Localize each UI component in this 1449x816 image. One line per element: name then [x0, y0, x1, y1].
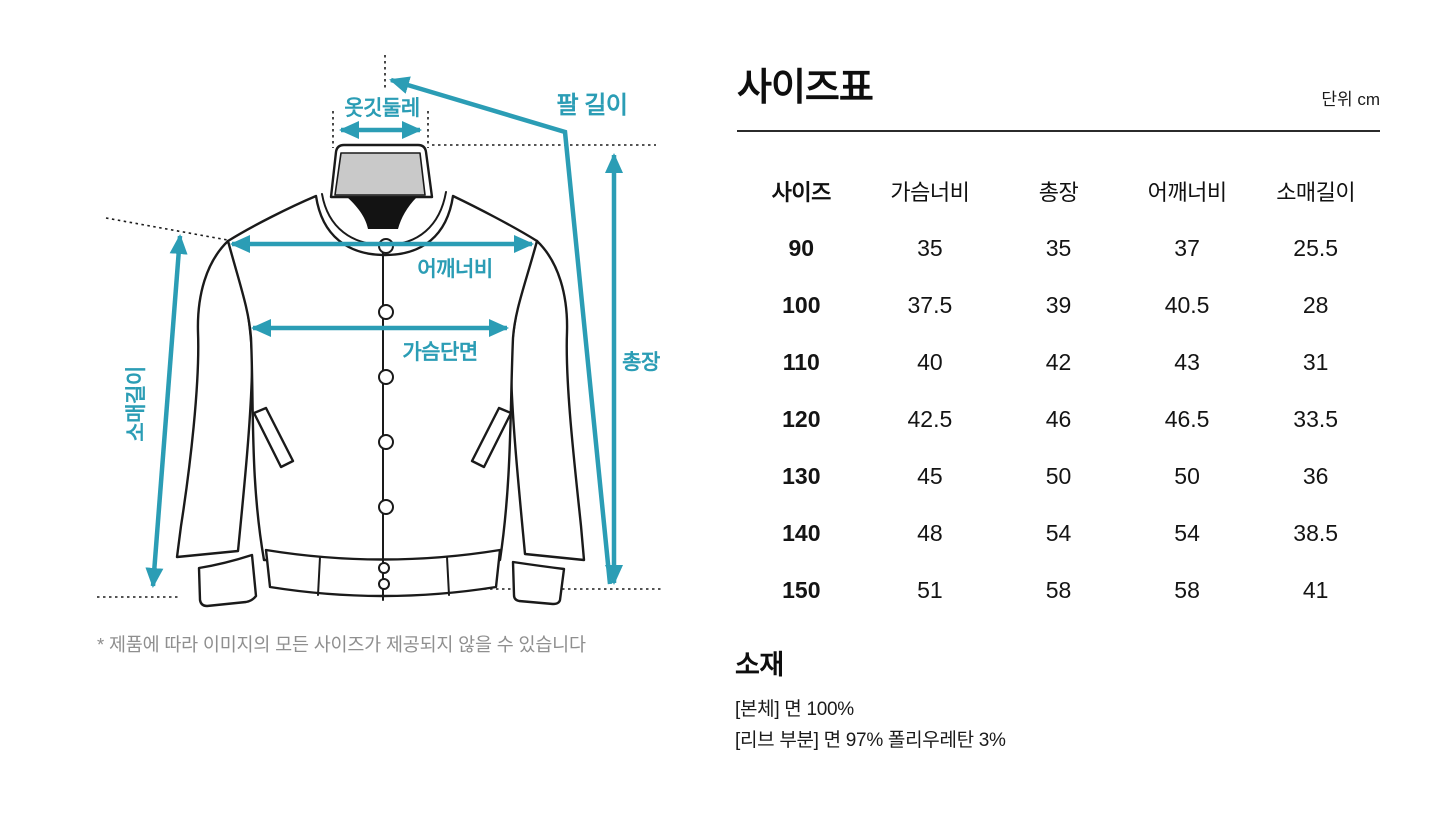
column-header: 총장 [1038, 180, 1079, 205]
value-cell: 42 [1045, 349, 1072, 375]
value-cell: 58 [1045, 577, 1072, 603]
table-row: 140 48 54 54 38.5 [737, 505, 1380, 562]
column-header: 어깨너비 [1147, 180, 1227, 205]
value-cell: 48 [917, 520, 943, 546]
value-cell: 54 [1174, 520, 1200, 546]
table-row: 130 45 50 50 36 [737, 448, 1380, 505]
value-cell: 54 [1045, 520, 1072, 546]
arm-length-line [389, 76, 613, 585]
jacket-measurement-diagram: 옷깃둘레 팔 길이 어깨너비 가슴단면 총장 소매길이 [97, 55, 662, 608]
value-cell: 50 [1045, 463, 1072, 489]
collar-inner [334, 152, 426, 196]
left-pocket [252, 406, 295, 469]
table-row: 110 40 42 43 31 [737, 334, 1380, 391]
material-line: [리브 부분] 면 97% 폴리우레탄 3% [735, 730, 1006, 751]
chest-label: 가슴단면 [402, 341, 477, 364]
measurement-arrows [145, 76, 623, 588]
value-cell: 28 [1302, 292, 1329, 318]
size-cell: 120 [782, 406, 821, 432]
column-header: 사이즈 [771, 180, 832, 205]
right-pocket [470, 406, 513, 469]
button [378, 304, 394, 320]
value-cell: 37.5 [907, 292, 953, 318]
jacket-outline [175, 143, 586, 608]
value-cell: 37 [1174, 235, 1200, 261]
value-cell: 41 [1302, 577, 1329, 603]
inner-shirt [347, 197, 417, 229]
shoulder-label: 어깨너비 [417, 258, 492, 281]
table-header-row: 사이즈 가슴너비 총장 어깨너비 소매길이 [737, 162, 1380, 220]
value-cell: 46.5 [1164, 406, 1210, 432]
right-cuff [511, 560, 566, 606]
value-cell: 45 [917, 463, 943, 489]
value-cell: 38.5 [1293, 520, 1339, 546]
column-header: 가슴너비 [890, 180, 970, 205]
material-lines: [본체] 면 100% [리브 부분] 면 97% 폴리우레탄 3% [735, 694, 1006, 756]
value-cell: 35 [917, 235, 943, 261]
button [378, 369, 394, 385]
button [378, 434, 394, 450]
value-cell: 39 [1045, 292, 1072, 318]
table-row: 90 35 35 37 25.5 [737, 220, 1380, 277]
hem-button [378, 562, 390, 574]
value-cell: 58 [1174, 577, 1200, 603]
value-cell: 31 [1302, 349, 1329, 375]
value-cell: 40 [917, 349, 943, 375]
total-length-label: 총장 [622, 351, 660, 374]
size-table: 사이즈 가슴너비 총장 어깨너비 소매길이 90 35 35 37 25.5 100 37.5 39 40… [737, 162, 1380, 619]
value-cell: 33.5 [1293, 406, 1339, 432]
column-header: 소매길이 [1276, 180, 1356, 205]
size-availability-note: * 제품에 따라 이미지의 모든 사이즈가 제공되지 않을 수 있습니다 [97, 634, 586, 655]
size-cell: 130 [782, 463, 821, 489]
value-cell: 40.5 [1164, 292, 1210, 318]
size-cell: 90 [788, 235, 815, 261]
value-cell: 42.5 [907, 406, 953, 432]
material-line: [본체] 면 100% [735, 699, 854, 720]
value-cell: 50 [1174, 463, 1200, 489]
value-cell: 51 [917, 577, 943, 603]
value-cell: 36 [1302, 463, 1329, 489]
sleeve-length-arrow [145, 234, 188, 588]
value-cell: 35 [1045, 235, 1072, 261]
hem-button [378, 578, 390, 590]
table-row: 100 37.5 39 40.5 28 [737, 277, 1380, 334]
left-cuff [197, 553, 258, 608]
value-cell: 25.5 [1293, 235, 1339, 261]
table-row: 150 51 58 58 41 [737, 562, 1380, 619]
unit-label: 단위 cm [1321, 90, 1380, 109]
title-divider [737, 130, 1380, 132]
table-row: 120 42.5 46 46.5 33.5 [737, 391, 1380, 448]
material-title: 소재 [735, 650, 784, 680]
size-table-title: 사이즈표 [737, 67, 874, 109]
size-cell: 110 [782, 349, 820, 375]
collar-label: 옷깃둘레 [344, 97, 419, 120]
size-cell: 100 [782, 292, 821, 318]
size-cell: 140 [782, 520, 821, 546]
value-cell: 43 [1174, 349, 1200, 375]
button [378, 499, 394, 515]
value-cell: 46 [1045, 406, 1072, 432]
sleeve-length-label: 소매길이 [125, 366, 148, 441]
size-cell: 150 [782, 577, 821, 603]
arm-length-label: 팔 길이 [557, 92, 628, 119]
